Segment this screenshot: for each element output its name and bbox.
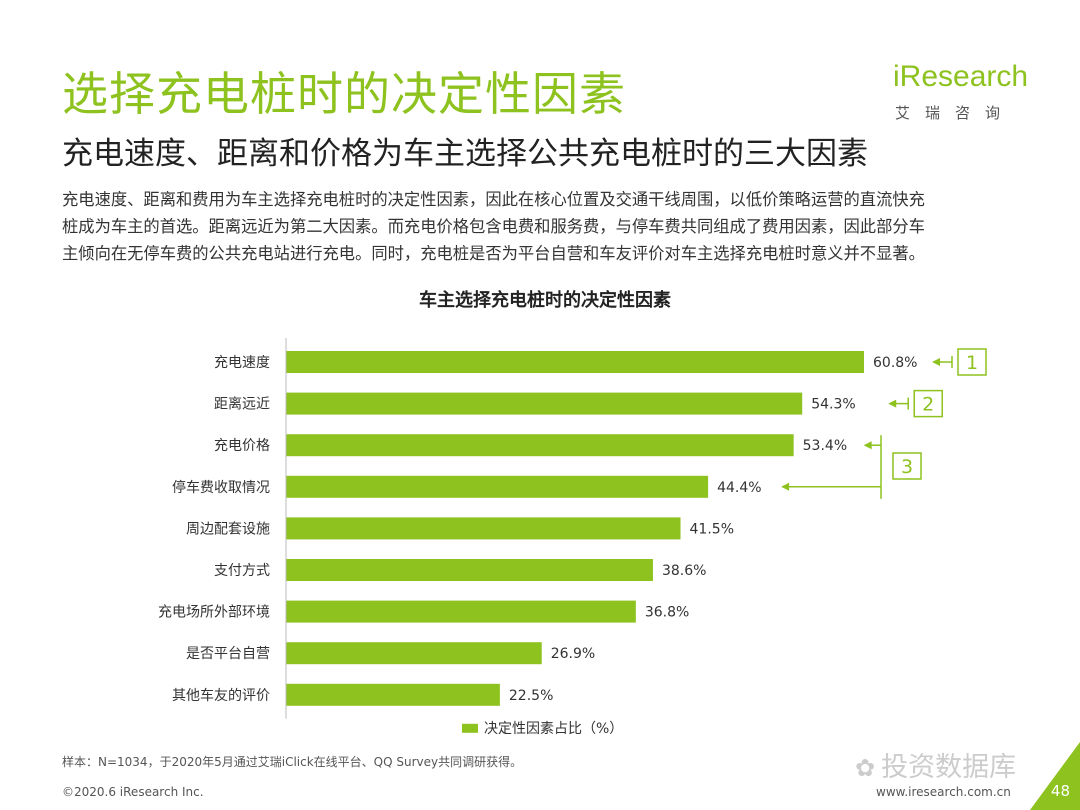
category-label: 距离远近 (214, 396, 270, 413)
category-label: 周边配套设施 (186, 521, 270, 537)
footnote: 样本：N=1034，于2020年5月通过艾瑞iClick在线平台、QQ Surv… (62, 755, 523, 769)
description: 充电速度、距离和费用为车主选择充电桩时的决定性因素，因此在核心位置及交通干线周围… (62, 186, 1037, 267)
bar (286, 475, 709, 498)
annotation-number: 3 (901, 456, 913, 478)
category-label: 充电价格 (214, 438, 270, 454)
logo-subtext: 艾瑞咨询 (895, 104, 1016, 122)
description-line: 桩成为车主的首选。距离远近为第二大因素。而充电价格包含电费和服务费，与停车费共同… (62, 217, 925, 236)
description-line: 主倾向在无停车费的公共充电站进行充电。同时，充电桩是否为平台自营和车友评价对车主… (62, 244, 925, 263)
value-label: 60.8% (873, 355, 917, 371)
logo-text: iResearch (893, 60, 1029, 93)
page-number-badge (1030, 742, 1080, 810)
arrow-head (781, 482, 790, 491)
value-label: 41.5% (690, 521, 734, 537)
value-label: 22.5% (509, 688, 553, 704)
category-label: 充电场所外部环境 (158, 605, 270, 621)
annotation-box (913, 389, 943, 418)
value-label: 44.4% (717, 480, 761, 496)
arrow-head (932, 358, 940, 366)
value-label: 53.4% (803, 438, 847, 454)
page-title: 选择充电桩时的决定性因素 (62, 67, 626, 121)
bar (286, 559, 653, 581)
bar (286, 600, 636, 623)
legend-swatch (462, 723, 478, 733)
value-label: 38.6% (662, 563, 706, 579)
annotation-number: 2 (922, 394, 934, 416)
description-line: 充电速度、距离和费用为车主选择充电桩时的决定性因素，因此在核心位置及交通干线周围… (62, 190, 925, 209)
arrow-head (888, 399, 897, 408)
page-subtitle: 充电速度、距离和价格为车主选择公共充电桩时的三大因素 (62, 136, 868, 172)
annotation-box (892, 452, 922, 480)
category-label: 支付方式 (214, 563, 270, 579)
bar (286, 392, 803, 415)
value-label: 26.9% (551, 646, 595, 662)
arrow-head (863, 441, 872, 450)
category-label: 其他车友的评价 (172, 687, 270, 704)
bar (286, 642, 542, 665)
website-link[interactable]: www.iresearch.com.cn (876, 785, 1011, 799)
annotation-box (957, 348, 987, 376)
watermark-text: 投资数据库 (881, 752, 1017, 783)
iresearch-logo: iResearch 艾瑞咨询 (893, 58, 1033, 128)
bar (286, 517, 681, 540)
chart-title: 车主选择充电桩时的决定性因素 (419, 289, 671, 311)
bar (286, 683, 500, 706)
watermark: ✿ 投资数据库 (855, 745, 1016, 784)
copyright: ©2020.6 iResearch Inc. (62, 785, 204, 799)
value-label: 54.3% (811, 397, 855, 413)
category-label: 充电速度 (214, 355, 270, 371)
value-label: 36.8% (645, 605, 689, 621)
legend-label: 决定性因素占比（%） (484, 721, 623, 737)
category-label: 停车费收取情况 (172, 479, 270, 496)
annotation-number: 1 (966, 352, 978, 374)
bar (286, 434, 794, 457)
wechat-icon: ✿ (855, 754, 876, 782)
page-number: 48 (1050, 782, 1070, 800)
bar (286, 351, 864, 373)
category-label: 是否平台自营 (186, 646, 270, 662)
